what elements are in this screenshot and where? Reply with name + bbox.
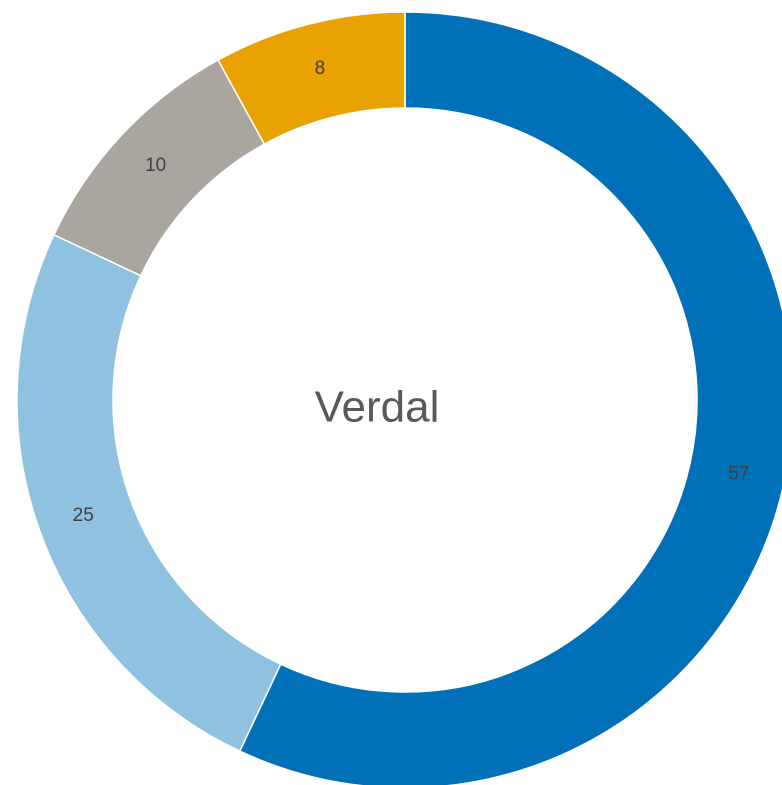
center-label: Verdal <box>315 383 440 432</box>
donut-segment <box>217 11 406 146</box>
data-label: 25 <box>73 505 94 526</box>
data-label: 8 <box>315 58 326 79</box>
donut-segment <box>16 233 282 753</box>
data-label: 10 <box>145 155 166 176</box>
data-label: 57 <box>728 464 749 485</box>
donut-segment <box>238 11 782 785</box>
